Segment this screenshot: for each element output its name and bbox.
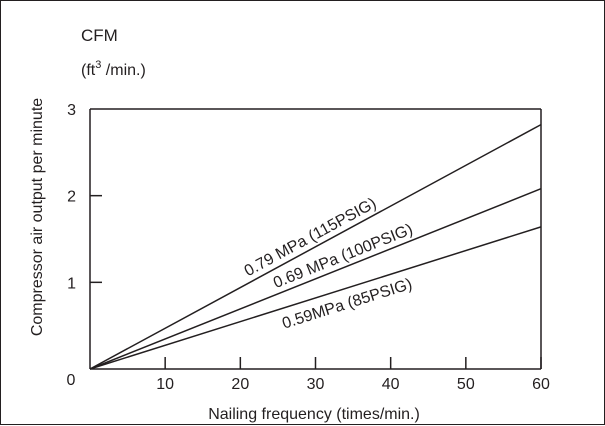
x-tick-label: 20 bbox=[231, 376, 249, 393]
x-tick-label: 30 bbox=[307, 376, 325, 393]
y-unit-sub-base: (ft bbox=[81, 62, 96, 79]
y-tick-label: 2 bbox=[67, 189, 76, 206]
y-tick-label: 1 bbox=[67, 275, 76, 292]
series-lines bbox=[89, 123, 542, 370]
x-axis-title: Nailing frequency (times/min.) bbox=[208, 406, 420, 423]
x-tick-label: 40 bbox=[382, 376, 400, 393]
x-tick-label: 10 bbox=[156, 376, 174, 393]
series-line bbox=[89, 123, 542, 370]
x-tick-label: 60 bbox=[532, 376, 550, 393]
y-unit-title: CFM bbox=[81, 26, 118, 45]
y-unit-sub-sup: 3 bbox=[95, 59, 101, 71]
y-unit-subtitle: (ft3 /min.) bbox=[81, 59, 146, 79]
y-tick-label: 3 bbox=[67, 102, 76, 119]
y-unit-sub-tail: /min.) bbox=[101, 62, 145, 79]
x-tick-label: 50 bbox=[457, 376, 475, 393]
series-line bbox=[89, 226, 542, 370]
ticks: 10 20 30 40 50 60 1 2 3 bbox=[67, 102, 550, 393]
series-line bbox=[89, 188, 542, 370]
series-labels: 0.79 MPa (115PSIG)0.69 MPa (100PSIG)0.59… bbox=[242, 195, 416, 333]
y-axis-title: Compressor air output per minute bbox=[29, 98, 46, 336]
origin-label: 0 bbox=[67, 372, 76, 389]
